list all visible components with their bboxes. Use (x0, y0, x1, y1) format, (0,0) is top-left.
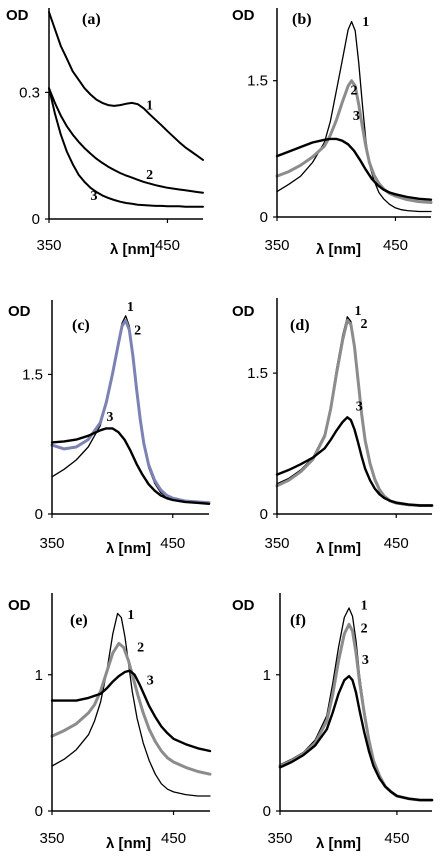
series-label-2: 2 (134, 323, 141, 338)
x-tick-label: 350 (36, 237, 61, 254)
panel-label: (b) (292, 11, 312, 28)
series-line-3 (50, 669, 212, 753)
series-label-2: 2 (360, 317, 367, 332)
panel-label: (c) (72, 317, 90, 334)
series-line-1 (276, 20, 432, 213)
x-tick-label: 450 (383, 237, 408, 254)
x-tick-label: 350 (264, 535, 289, 552)
x-tick-label: 350 (39, 535, 64, 552)
series-label-3: 3 (353, 109, 360, 124)
panel-label: (a) (82, 11, 101, 28)
series-line-2 (50, 641, 212, 776)
y-tick-label: 0.3 (19, 84, 40, 101)
series-line-3 (275, 137, 433, 201)
x-tick-label: 450 (160, 535, 185, 552)
series-label-3: 3 (106, 410, 113, 425)
y-tick-label: 1 (263, 667, 271, 684)
series-label-3: 3 (356, 400, 363, 415)
y-axis-title: OD (232, 303, 255, 320)
panel-label: (e) (70, 612, 88, 629)
panel-a: 0 0.3 350 450 OD λ [nm] (a) 1 2 3 (6, 7, 204, 258)
series-label-2: 2 (361, 622, 368, 637)
series-line-1 (48, 11, 204, 161)
x-tick-label: 450 (384, 830, 409, 847)
x-axis-title: λ [nm] (106, 835, 151, 852)
series-label-1: 1 (355, 304, 362, 319)
y-tick-label: 1.5 (247, 365, 268, 382)
y-axis-title: OD (8, 303, 31, 320)
series-label-3: 3 (362, 653, 369, 668)
y-tick-label: 0 (263, 803, 271, 820)
panel-c: 0 1.5 350 450 OD λ [nm] (c) 12 3 (8, 300, 211, 557)
x-axis-title: λ [nm] (316, 540, 361, 557)
x-axis-title: λ [nm] (316, 241, 361, 258)
x-tick-label: 350 (267, 830, 292, 847)
y-tick-label: 0 (35, 506, 43, 523)
series-label-2: 2 (146, 168, 153, 183)
y-tick-label: 1.5 (22, 366, 43, 383)
y-tick-label: 0 (260, 209, 268, 226)
series-label-2: 2 (350, 83, 357, 98)
panel-label: (f) (290, 612, 306, 629)
series-label-1: 1 (127, 608, 134, 623)
series-label-3: 3 (147, 673, 154, 688)
panel-b: 0 1.5 350 450 OD λ [nm] (b) 1 2 3 (232, 7, 433, 258)
y-tick-label: 1 (35, 667, 43, 684)
y-axis-title: OD (8, 597, 31, 614)
x-tick-label: 350 (264, 237, 289, 254)
series-label-3: 3 (90, 189, 97, 204)
x-tick-label: 450 (155, 237, 180, 254)
series-label-1: 1 (146, 98, 153, 113)
series-line-3 (50, 427, 211, 505)
x-axis-title: λ [nm] (110, 241, 155, 258)
y-tick-label: 0 (260, 506, 268, 523)
y-axis-title: OD (232, 597, 255, 614)
x-tick-label: 350 (39, 830, 64, 847)
y-tick-label: 0 (32, 211, 40, 228)
series-line-1 (279, 607, 433, 801)
x-axis-title: λ [nm] (106, 540, 151, 557)
y-tick-label: 1.5 (247, 73, 268, 90)
series-line-2 (278, 622, 434, 802)
y-axis-title: OD (6, 7, 29, 24)
series-line-3 (275, 416, 434, 507)
series-line-2 (275, 79, 433, 204)
series-label-2: 2 (137, 641, 144, 656)
y-tick-label: 0 (35, 803, 43, 820)
x-axis-title: λ [nm] (316, 835, 361, 852)
series-label-1: 1 (127, 300, 134, 315)
series-line-2 (50, 319, 211, 505)
series-line-3 (48, 87, 204, 208)
series-label-1: 1 (361, 598, 368, 613)
series-line-3 (278, 674, 434, 802)
series-line-2 (48, 87, 204, 194)
panel-d: 0 1.5 350 450 OD λ [nm] (d) 12 3 (232, 298, 434, 557)
panel-e: 0 1 350 450 OD λ [nm] (e) 1 2 3 (8, 593, 212, 852)
x-tick-label: 450 (384, 535, 409, 552)
series-line-2 (275, 319, 434, 507)
series-label-1: 1 (362, 15, 369, 30)
x-tick-label: 450 (161, 830, 186, 847)
panel-label: (d) (290, 317, 310, 334)
panel-f: 0 1 350 450 OD λ [nm] (f) 1 2 3 (232, 593, 434, 852)
y-axis-title: OD (232, 7, 255, 24)
